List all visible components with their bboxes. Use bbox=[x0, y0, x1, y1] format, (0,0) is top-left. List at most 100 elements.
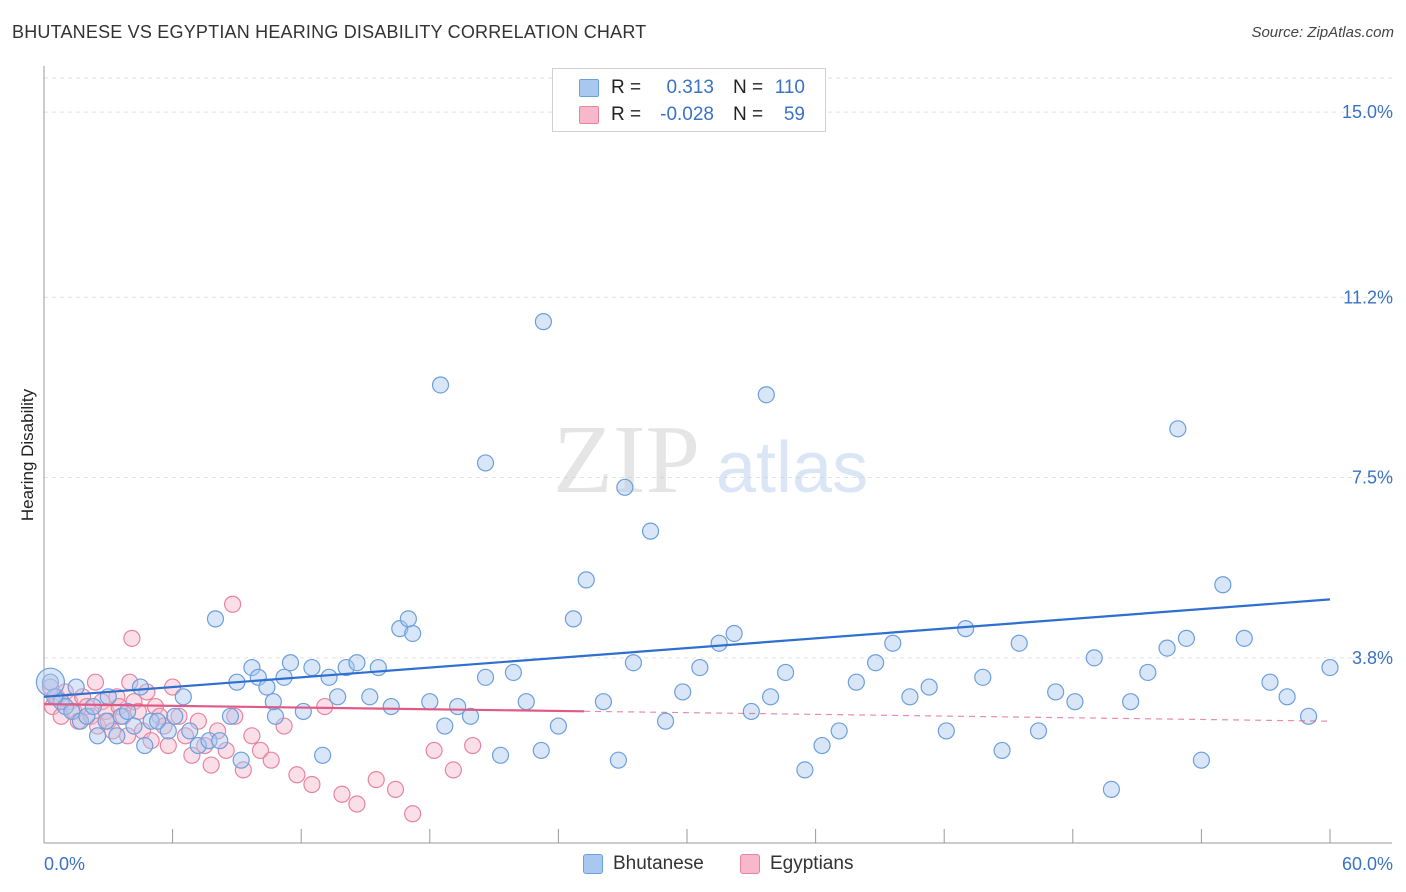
data-point bbox=[431, 376, 450, 394]
data-point bbox=[391, 620, 409, 638]
data-point bbox=[436, 717, 454, 735]
data-point bbox=[78, 707, 96, 725]
x-tick-labels: 0.0% 60.0% bbox=[44, 854, 1393, 874]
data-point bbox=[264, 693, 282, 711]
data-point bbox=[491, 746, 510, 764]
data-point bbox=[52, 707, 70, 725]
legend-r-value: -0.028 bbox=[660, 104, 714, 125]
data-point bbox=[399, 610, 417, 628]
data-point bbox=[920, 678, 938, 696]
y-tick-label: 11.2% bbox=[1343, 287, 1393, 307]
data-point bbox=[35, 667, 66, 697]
legend-n-label: N = bbox=[733, 104, 764, 125]
y-tick-label: 7.5% bbox=[1352, 468, 1393, 488]
data-point bbox=[404, 624, 422, 643]
watermark: ZIP atlas bbox=[553, 406, 868, 514]
data-point bbox=[361, 688, 379, 706]
data-point bbox=[243, 727, 261, 745]
data-point bbox=[674, 683, 692, 701]
data-point bbox=[232, 751, 250, 769]
data-point bbox=[1261, 673, 1279, 691]
data-point bbox=[159, 736, 177, 755]
legend-label-bhutanese: Bhutanese bbox=[613, 853, 704, 874]
data-point bbox=[710, 634, 728, 652]
data-point bbox=[131, 678, 150, 696]
data-point bbox=[1192, 751, 1211, 769]
data-point bbox=[316, 697, 334, 716]
data-point bbox=[594, 693, 613, 711]
data-point bbox=[957, 620, 975, 638]
legend-swatch-bhutanese bbox=[579, 79, 599, 97]
data-point bbox=[189, 712, 207, 730]
data-point bbox=[776, 663, 795, 682]
data-point bbox=[974, 668, 992, 686]
legend-n-label: N = bbox=[733, 77, 764, 98]
data-point bbox=[97, 712, 115, 730]
data-point bbox=[761, 688, 780, 706]
data-point bbox=[884, 634, 902, 652]
y-axis-label: Hearing Disability bbox=[18, 388, 37, 522]
data-point bbox=[243, 658, 261, 677]
data-point bbox=[133, 722, 152, 740]
x-tick-label: 60.0% bbox=[1342, 854, 1393, 874]
legend-swatch-egyptians bbox=[740, 854, 760, 874]
data-point bbox=[170, 707, 188, 725]
data-point bbox=[757, 386, 775, 404]
data-point bbox=[67, 678, 85, 696]
data-point bbox=[118, 702, 137, 721]
data-point bbox=[123, 629, 141, 647]
data-point bbox=[367, 771, 385, 789]
data-point bbox=[189, 736, 207, 755]
data-point bbox=[148, 712, 167, 730]
data-point bbox=[1029, 722, 1048, 740]
data-point bbox=[217, 741, 235, 760]
chart-title: BHUTANESE VS EGYPTIAN HEARING DISABILITY… bbox=[12, 22, 647, 42]
series-legend: Bhutanese Egyptians bbox=[0, 852, 1406, 878]
data-point bbox=[813, 736, 831, 755]
data-point bbox=[993, 741, 1011, 760]
data-point bbox=[226, 707, 244, 725]
data-point bbox=[476, 454, 495, 472]
data-point bbox=[303, 658, 321, 677]
grid-lines bbox=[44, 77, 1392, 659]
y-tick-label: 15.0% bbox=[1342, 102, 1393, 122]
data-point bbox=[348, 654, 366, 672]
data-point bbox=[348, 795, 366, 813]
trend-line-egyptians-extension bbox=[584, 710, 1331, 722]
bhutanese-points bbox=[35, 313, 1339, 799]
data-point bbox=[464, 736, 482, 755]
data-point bbox=[461, 707, 480, 725]
data-point bbox=[742, 702, 760, 721]
data-point bbox=[159, 722, 177, 740]
data-point bbox=[88, 727, 107, 745]
data-point bbox=[796, 761, 814, 779]
correlation-legend: R = 0.313 N = 110 R = -0.028 N = 59 bbox=[552, 68, 826, 132]
data-point bbox=[125, 717, 143, 735]
data-point bbox=[303, 775, 321, 794]
data-point bbox=[564, 610, 583, 628]
y-tick-labels: 3.8% 7.5% 11.2% 15.0% bbox=[1342, 102, 1393, 668]
data-point bbox=[166, 707, 184, 725]
data-point bbox=[616, 478, 634, 496]
data-point bbox=[320, 668, 338, 686]
data-point bbox=[1278, 688, 1296, 706]
data-point bbox=[656, 712, 675, 730]
data-point bbox=[294, 702, 312, 721]
data-point bbox=[174, 688, 192, 706]
data-point bbox=[504, 663, 522, 682]
data-point bbox=[1066, 693, 1084, 711]
data-point bbox=[691, 658, 709, 677]
data-point bbox=[251, 741, 270, 760]
data-point bbox=[86, 673, 105, 691]
data-point bbox=[1085, 649, 1103, 667]
data-point bbox=[262, 751, 280, 769]
data-point bbox=[937, 722, 955, 740]
watermark-zip: ZIP bbox=[553, 406, 700, 514]
watermark-atlas: atlas bbox=[716, 428, 868, 508]
data-point bbox=[421, 693, 439, 711]
trend-lines bbox=[43, 598, 1331, 722]
trend-line-bhutanese bbox=[43, 598, 1331, 698]
data-point bbox=[136, 736, 154, 755]
legend-n-value: 110 bbox=[774, 77, 805, 98]
data-point bbox=[1047, 683, 1065, 701]
